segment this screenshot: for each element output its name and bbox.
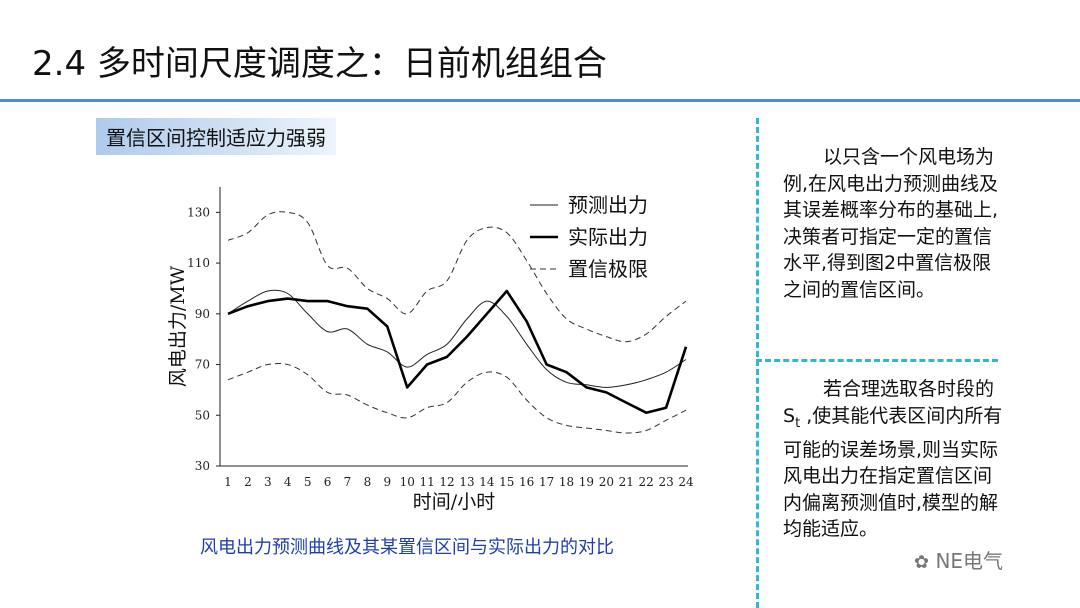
- brand-name: NE电气: [935, 549, 1004, 573]
- series-line-3: [227, 211, 687, 343]
- x-tick-label: 16: [519, 475, 534, 489]
- x-tick-label: 7: [344, 475, 352, 489]
- explanation-paragraph-2: 若合理选取各时段的St ,使其能代表区间内所有可能的误差场景,则当实际风电出力在…: [783, 376, 1003, 543]
- horizontal-dashed-divider: [756, 359, 998, 362]
- x-tick-label: 8: [364, 475, 372, 489]
- legend-label-2: 实际出力: [568, 225, 648, 249]
- x-tick-label: 10: [400, 475, 415, 489]
- page-title: 2.4 多时间尺度调度之：日前机组组合: [32, 44, 607, 84]
- y-tick-label: 90: [195, 307, 210, 321]
- wechat-icon: ✿: [914, 552, 930, 573]
- chart-caption: 风电出力预测曲线及其某置信区间与实际出力的对比: [200, 537, 614, 558]
- paragraph-2-subscript: t: [795, 415, 801, 431]
- y-tick-label: 50: [195, 408, 210, 422]
- x-tick-label: 13: [459, 475, 474, 489]
- x-tick-label: 18: [559, 475, 574, 489]
- y-tick-label: 110: [187, 256, 210, 270]
- x-tick-label: 2: [244, 475, 252, 489]
- x-tick-label: 20: [599, 475, 614, 489]
- paragraph-1-text: 以只含一个风电场为例,在风电出力预测曲线及其误差概率分布的基础上,决策者可指定一…: [783, 146, 999, 301]
- y-tick-label: 70: [195, 358, 210, 372]
- explanation-paragraph-1: 以只含一个风电场为例,在风电出力预测曲线及其误差概率分布的基础上,决策者可指定一…: [783, 144, 1003, 303]
- x-tick-label: 12: [439, 475, 454, 489]
- x-tick-label: 1: [224, 475, 232, 489]
- paragraph-2-text-b: ,使其能代表区间内所有可能的误差场景,则当实际风电出力在指定置信区间内偏离预测值…: [783, 404, 1003, 541]
- y-tick-label: 30: [195, 459, 210, 473]
- legend-label-1: 预测出力: [568, 193, 648, 217]
- x-tick-label: 3: [264, 475, 272, 489]
- x-tick-label: 15: [499, 475, 514, 489]
- x-tick-label: 24: [678, 475, 694, 489]
- x-tick-label: 17: [539, 475, 554, 489]
- series-line-2: [227, 289, 688, 414]
- x-tick-label: 22: [639, 475, 654, 489]
- x-tick-label: 4: [284, 475, 292, 489]
- title-divider: [0, 99, 1080, 102]
- x-tick-label: 19: [579, 475, 594, 489]
- x-tick-label: 14: [479, 475, 495, 489]
- legend-label-3: 置信极限: [568, 257, 648, 281]
- y-tick-label: 130: [187, 205, 210, 219]
- x-tick-label: 23: [658, 475, 673, 489]
- series-line-1: [227, 289, 687, 388]
- x-axis-label: 时间/小时: [413, 491, 495, 513]
- paragraph-2-text-a: 若合理选取各时段的S: [783, 378, 995, 427]
- vertical-dashed-divider: [756, 118, 759, 608]
- x-tick-label: 5: [304, 475, 312, 489]
- x-tick-label: 21: [619, 475, 634, 489]
- section-subtitle: 置信区间控制适应力强弱: [96, 118, 336, 155]
- x-tick-label: 6: [324, 475, 332, 489]
- series-line-4: [227, 362, 687, 434]
- brand-logo: ✿ NE电气: [914, 545, 1003, 574]
- x-tick-label: 11: [419, 475, 434, 489]
- y-axis-label: 风电出力/MW: [167, 265, 189, 387]
- x-tick-label: 9: [383, 475, 391, 489]
